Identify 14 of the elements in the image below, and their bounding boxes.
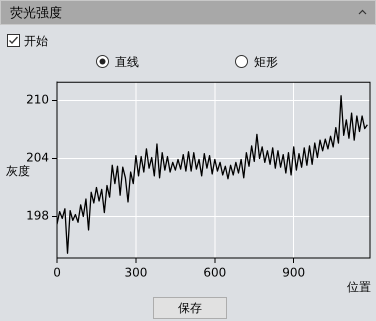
text: 保存 bbox=[153, 297, 227, 319]
x-tick-label: 900 bbox=[282, 265, 306, 280]
x-tick-label: 300 bbox=[124, 265, 148, 280]
y-tick-label: 198 bbox=[26, 208, 49, 223]
text: 开始 bbox=[24, 33, 48, 50]
y-tick-label: 204 bbox=[26, 150, 49, 165]
x-tick-label: 600 bbox=[203, 265, 226, 280]
text: 直线 bbox=[115, 54, 139, 71]
x-tick-label: 0 bbox=[53, 265, 61, 280]
text: 矩形 bbox=[254, 54, 278, 71]
y-axis-title: 灰度 bbox=[6, 163, 30, 180]
chart-title: 荧光强度 bbox=[10, 5, 62, 22]
x-axis-title: 位置 bbox=[347, 279, 371, 296]
y-tick-label: 210 bbox=[26, 92, 49, 107]
